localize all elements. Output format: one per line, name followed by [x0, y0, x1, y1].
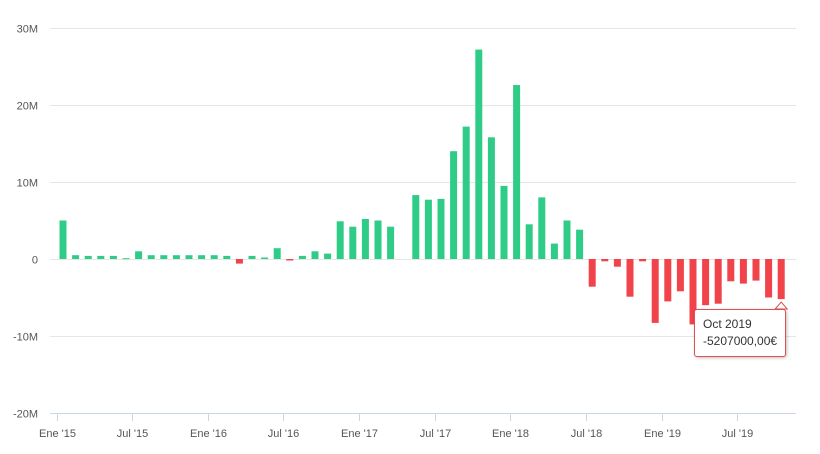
bar[interactable]	[702, 259, 710, 306]
bar[interactable]	[437, 198, 445, 259]
bar[interactable]	[664, 259, 672, 302]
x-tick-label: Jul '19	[722, 428, 753, 440]
bar[interactable]	[588, 259, 596, 287]
y-tick-label: -10M	[13, 332, 38, 344]
bar[interactable]	[223, 255, 231, 259]
x-tick-label: Ene '16	[190, 428, 227, 440]
y-tick-label: -20M	[13, 409, 38, 421]
bar[interactable]	[298, 255, 306, 259]
bar[interactable]	[601, 259, 609, 262]
bar[interactable]	[160, 255, 168, 259]
bar[interactable]	[676, 259, 684, 292]
bar[interactable]	[147, 255, 155, 259]
bar[interactable]	[286, 259, 294, 261]
bar[interactable]	[235, 259, 243, 264]
bar[interactable]	[198, 255, 206, 259]
bar[interactable]	[538, 197, 546, 259]
x-tick-label: Jul '16	[268, 428, 299, 440]
bar[interactable]	[59, 220, 67, 260]
bar[interactable]	[777, 259, 785, 300]
bar[interactable]	[550, 243, 558, 259]
y-tick-label: 0	[32, 255, 38, 267]
bar[interactable]	[97, 255, 105, 259]
bar[interactable]	[613, 259, 621, 267]
x-tick-label: Ene '15	[39, 428, 76, 440]
bar[interactable]	[135, 251, 143, 259]
bar[interactable]	[248, 255, 256, 259]
bar[interactable]	[324, 253, 332, 259]
x-tick-label: Ene '17	[341, 428, 378, 440]
bar[interactable]	[349, 226, 357, 259]
bar[interactable]	[273, 248, 281, 259]
bar[interactable]	[525, 224, 533, 259]
bar[interactable]	[109, 255, 117, 259]
tooltip-pointer	[774, 301, 789, 310]
bar[interactable]	[651, 259, 659, 323]
bar[interactable]	[424, 199, 432, 259]
bar[interactable]	[500, 185, 508, 259]
bar[interactable]	[513, 85, 521, 259]
x-tick-label: Jul '18	[571, 428, 602, 440]
x-tick-label: Jul '15	[117, 428, 148, 440]
bar[interactable]	[475, 49, 483, 259]
bar[interactable]	[412, 195, 420, 259]
bar[interactable]	[765, 259, 773, 298]
bar[interactable]	[172, 255, 180, 259]
bar[interactable]	[462, 126, 470, 259]
bar[interactable]	[626, 259, 634, 297]
tooltip-value: -5207000,00€	[703, 334, 778, 348]
y-tick-label: 20M	[17, 101, 38, 113]
bar[interactable]	[487, 137, 495, 259]
tooltip: Oct 2019 -5207000,00€	[694, 309, 787, 357]
bar[interactable]	[361, 219, 369, 259]
bar[interactable]	[210, 255, 218, 259]
x-tick-label: Ene '18	[492, 428, 529, 440]
bar[interactable]	[714, 259, 722, 304]
bar[interactable]	[639, 259, 647, 262]
bar[interactable]	[122, 258, 130, 260]
y-tick-label: 10M	[17, 178, 38, 190]
tooltip-date: Oct 2019	[703, 317, 752, 331]
bar[interactable]	[576, 229, 584, 259]
bar[interactable]	[689, 259, 697, 325]
bar[interactable]	[752, 259, 760, 281]
bar[interactable]	[84, 255, 92, 259]
bar[interactable]	[374, 220, 382, 260]
bar[interactable]	[387, 226, 395, 259]
bar[interactable]	[563, 220, 571, 260]
bar[interactable]	[450, 151, 458, 259]
bar[interactable]	[336, 221, 344, 259]
bar[interactable]	[261, 257, 269, 260]
bar[interactable]	[739, 259, 747, 284]
bar[interactable]	[72, 255, 80, 259]
bar[interactable]	[185, 255, 193, 259]
bar-series	[59, 49, 785, 325]
x-tick-label: Ene '19	[644, 428, 681, 440]
bar[interactable]	[311, 251, 319, 259]
y-tick-label: 30M	[17, 24, 38, 36]
x-tick-label: Jul '17	[420, 428, 451, 440]
grid-lines	[50, 28, 796, 414]
bar[interactable]	[727, 259, 735, 282]
